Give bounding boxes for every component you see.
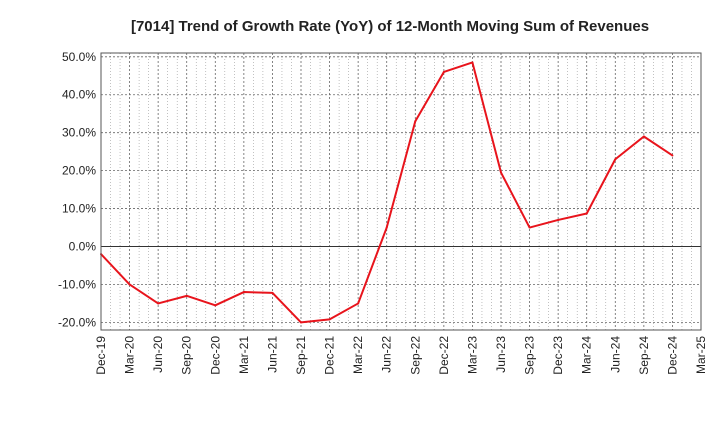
data-point (671, 154, 674, 157)
data-point (442, 70, 445, 73)
x-tick-label: Dec-22 (437, 336, 451, 375)
x-tick-label: Dec-24 (665, 336, 679, 375)
x-tick-label: Jun-24 (608, 336, 622, 373)
x-tick-label: Jun-22 (380, 336, 394, 373)
x-axis-ticks: Dec-19 Mar-20 Jun-20 Sep-20 Dec-20 Mar-21 Jun-… (94, 336, 708, 375)
data-point (471, 61, 474, 64)
x-tick-label: Sep-23 (523, 336, 537, 375)
x-tick-label: Jun-23 (494, 336, 508, 373)
x-tick-label: Sep-22 (408, 336, 422, 375)
x-tick-label: Mar-22 (351, 336, 365, 374)
x-tick-label: Dec-20 (208, 336, 222, 375)
data-point (157, 302, 160, 305)
data-point (414, 120, 417, 123)
x-tick-label: Dec-23 (551, 336, 565, 375)
y-tick-label: 10.0% (62, 202, 96, 216)
data-point (214, 304, 217, 307)
y-tick-label: 0.0% (69, 240, 97, 254)
y-axis-ticks: 50.0% 40.0% 30.0% 20.0% 10.0% 0.0% -10.0% -20.0… (58, 50, 96, 330)
x-tick-label: Sep-20 (180, 336, 194, 375)
y-tick-label: -20.0% (58, 315, 96, 329)
x-tick-label: Sep-24 (637, 336, 651, 375)
y-tick-label: -10.0% (58, 277, 96, 291)
data-point (557, 218, 560, 221)
data-point (300, 321, 302, 324)
x-tick-label: Jun-21 (265, 336, 279, 373)
plot-area-frame (100, 52, 702, 331)
data-point (328, 318, 331, 321)
data-point (271, 291, 274, 294)
x-tick-label: Dec-21 (323, 336, 337, 375)
x-tick-label: Mar-25 (694, 336, 708, 374)
grid (100, 53, 702, 330)
data-point (128, 283, 131, 286)
x-tick-label: Dec-19 (94, 336, 108, 375)
chart-title: [7014] Trend of Growth Rate (YoY) of 12-… (131, 18, 649, 35)
x-tick-label: Mar-23 (465, 336, 479, 374)
data-point (642, 135, 645, 138)
x-tick-label: Sep-21 (294, 336, 308, 375)
x-tick-label: Mar-21 (237, 336, 251, 374)
x-tick-label: Jun-20 (151, 336, 165, 373)
data-point (528, 226, 531, 229)
data-point (500, 171, 502, 174)
data-point (242, 291, 245, 294)
y-tick-label: 40.0% (62, 88, 96, 102)
x-tick-label: Mar-20 (123, 336, 137, 374)
data-point (614, 158, 617, 161)
x-tick-label: Mar-24 (580, 336, 594, 374)
data-point (357, 302, 360, 305)
y-tick-label: 30.0% (62, 126, 96, 140)
data-point (185, 294, 188, 297)
y-tick-label: 50.0% (62, 50, 96, 64)
data-point (385, 226, 388, 229)
data-point (585, 212, 588, 215)
y-tick-label: 20.0% (62, 164, 96, 178)
